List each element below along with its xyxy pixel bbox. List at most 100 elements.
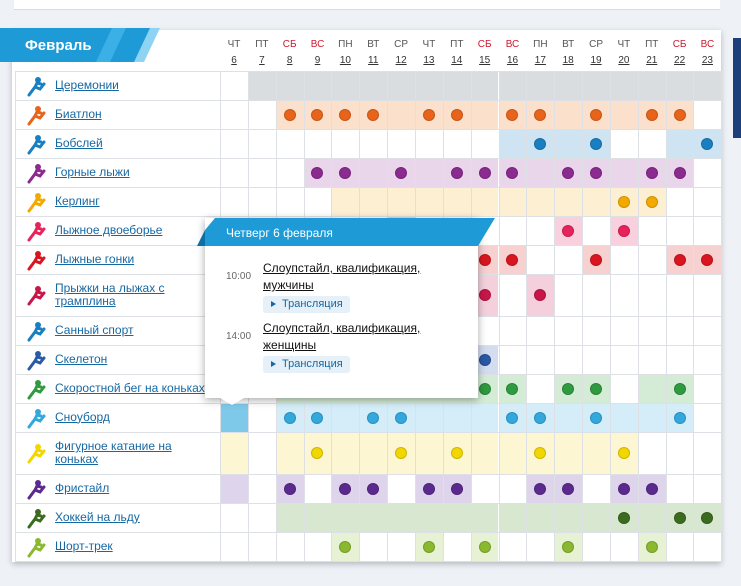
event-cell[interactable] bbox=[275, 71, 304, 100]
sport-link[interactable]: Сноуборд bbox=[55, 409, 110, 424]
event-cell[interactable] bbox=[359, 503, 388, 532]
event-cell[interactable] bbox=[359, 432, 388, 474]
event-cell[interactable] bbox=[470, 503, 499, 532]
date-link[interactable]: 18 bbox=[562, 55, 574, 66]
event-cell[interactable] bbox=[470, 100, 499, 129]
event-cell[interactable] bbox=[609, 158, 638, 187]
event-cell[interactable] bbox=[387, 100, 415, 129]
date-link[interactable]: 10 bbox=[339, 55, 351, 66]
sport-link[interactable]: Хоккей на льду bbox=[55, 509, 140, 524]
event-cell[interactable] bbox=[387, 503, 415, 532]
event-cell[interactable] bbox=[470, 432, 499, 474]
date-link[interactable]: 11 bbox=[368, 55, 379, 66]
date-link[interactable]: 12 bbox=[395, 55, 407, 66]
event-cell[interactable] bbox=[220, 403, 248, 432]
date-link[interactable]: 16 bbox=[506, 55, 519, 66]
event-cell[interactable] bbox=[554, 403, 583, 432]
event-cell[interactable] bbox=[470, 403, 499, 432]
event-cell[interactable] bbox=[637, 71, 666, 100]
event-cell[interactable] bbox=[359, 158, 388, 187]
event-cell[interactable] bbox=[470, 71, 499, 100]
date-link[interactable]: 9 bbox=[314, 55, 321, 66]
event-cell[interactable] bbox=[609, 71, 638, 100]
sport-link[interactable]: Прыжки на лыжах с трамплина bbox=[55, 281, 165, 308]
sport-link[interactable]: Скелетон bbox=[55, 351, 108, 366]
date-link[interactable]: 21 bbox=[646, 55, 658, 66]
event-cell[interactable] bbox=[554, 129, 583, 158]
event-cell[interactable] bbox=[414, 158, 443, 187]
event-cell[interactable] bbox=[414, 432, 443, 474]
sport-link[interactable]: Горные лыжи bbox=[55, 164, 130, 179]
event-cell[interactable] bbox=[554, 503, 583, 532]
sport-link[interactable]: Церемонии bbox=[55, 77, 119, 92]
event-cell[interactable] bbox=[220, 432, 248, 474]
event-cell[interactable] bbox=[637, 374, 666, 403]
event-cell[interactable] bbox=[331, 432, 360, 474]
sport-link[interactable]: Фристайл bbox=[55, 480, 110, 495]
event-cell[interactable] bbox=[303, 71, 332, 100]
event-cell[interactable] bbox=[331, 71, 360, 100]
event-cell[interactable] bbox=[414, 71, 443, 100]
broadcast-button[interactable]: Трансляция bbox=[263, 296, 350, 313]
event-cell[interactable] bbox=[331, 187, 360, 216]
event-cell[interactable] bbox=[526, 71, 555, 100]
event-cell[interactable] bbox=[331, 503, 360, 532]
sport-link[interactable]: Лыжное двоеборье bbox=[55, 222, 163, 237]
event-cell[interactable] bbox=[637, 503, 666, 532]
event-cell[interactable] bbox=[665, 71, 694, 100]
event-cell[interactable] bbox=[498, 71, 527, 100]
event-cell[interactable] bbox=[498, 432, 527, 474]
event-cell[interactable] bbox=[582, 432, 610, 474]
event-cell[interactable] bbox=[247, 71, 276, 100]
event-cell[interactable] bbox=[387, 71, 415, 100]
event-cell[interactable] bbox=[554, 432, 583, 474]
event-cell[interactable] bbox=[414, 403, 443, 432]
event-cell[interactable] bbox=[359, 71, 388, 100]
event-cell[interactable] bbox=[275, 432, 304, 474]
event-cell[interactable] bbox=[414, 503, 443, 532]
event-cell[interactable] bbox=[665, 129, 694, 158]
sport-link[interactable]: Фигурное катание на коньках bbox=[55, 439, 172, 466]
event-cell[interactable] bbox=[554, 71, 583, 100]
date-link[interactable]: 14 bbox=[451, 55, 463, 66]
sport-link[interactable]: Санный спорт bbox=[55, 322, 134, 337]
sport-link[interactable]: Керлинг bbox=[55, 193, 100, 208]
event-cell[interactable] bbox=[693, 71, 722, 100]
event-cell[interactable] bbox=[442, 187, 471, 216]
event-cell[interactable] bbox=[442, 503, 471, 532]
date-link[interactable]: 19 bbox=[590, 55, 602, 66]
broadcast-button[interactable]: Трансляция bbox=[263, 356, 350, 373]
date-link[interactable]: 8 bbox=[286, 55, 293, 66]
sport-link[interactable]: Лыжные гонки bbox=[55, 251, 135, 266]
event-cell[interactable] bbox=[582, 503, 610, 532]
event-cell[interactable] bbox=[220, 474, 248, 503]
event-cell[interactable] bbox=[637, 403, 666, 432]
event-cell[interactable] bbox=[609, 403, 638, 432]
event-link[interactable]: Слоупстайл, квалификация, мужчины bbox=[263, 261, 421, 292]
event-cell[interactable] bbox=[498, 503, 527, 532]
event-cell[interactable] bbox=[442, 403, 471, 432]
sport-link[interactable]: Шорт-трек bbox=[55, 538, 113, 553]
event-cell[interactable] bbox=[526, 158, 555, 187]
date-link[interactable]: 7 bbox=[259, 55, 265, 66]
date-link[interactable]: 13 bbox=[423, 55, 435, 66]
event-cell[interactable] bbox=[582, 71, 610, 100]
event-cell[interactable] bbox=[526, 503, 555, 532]
event-cell[interactable] bbox=[526, 187, 555, 216]
date-link[interactable]: 6 bbox=[231, 55, 237, 66]
event-cell[interactable] bbox=[554, 187, 583, 216]
sport-link[interactable]: Бобслей bbox=[55, 135, 103, 150]
event-cell[interactable] bbox=[303, 503, 332, 532]
sport-link[interactable]: Скоростной бег на коньках bbox=[55, 380, 205, 395]
date-link[interactable]: 15 bbox=[479, 55, 491, 66]
sport-link[interactable]: Биатлон bbox=[55, 106, 102, 121]
event-cell[interactable] bbox=[414, 187, 443, 216]
event-link[interactable]: Слоупстайл, квалификация, женщины bbox=[263, 321, 421, 352]
date-link[interactable]: 22 bbox=[674, 55, 686, 66]
date-link[interactable]: 23 bbox=[701, 55, 713, 66]
event-cell[interactable] bbox=[359, 187, 388, 216]
event-cell[interactable] bbox=[498, 129, 527, 158]
event-cell[interactable] bbox=[470, 187, 499, 216]
event-cell[interactable] bbox=[275, 503, 304, 532]
date-link[interactable]: 20 bbox=[618, 55, 630, 66]
